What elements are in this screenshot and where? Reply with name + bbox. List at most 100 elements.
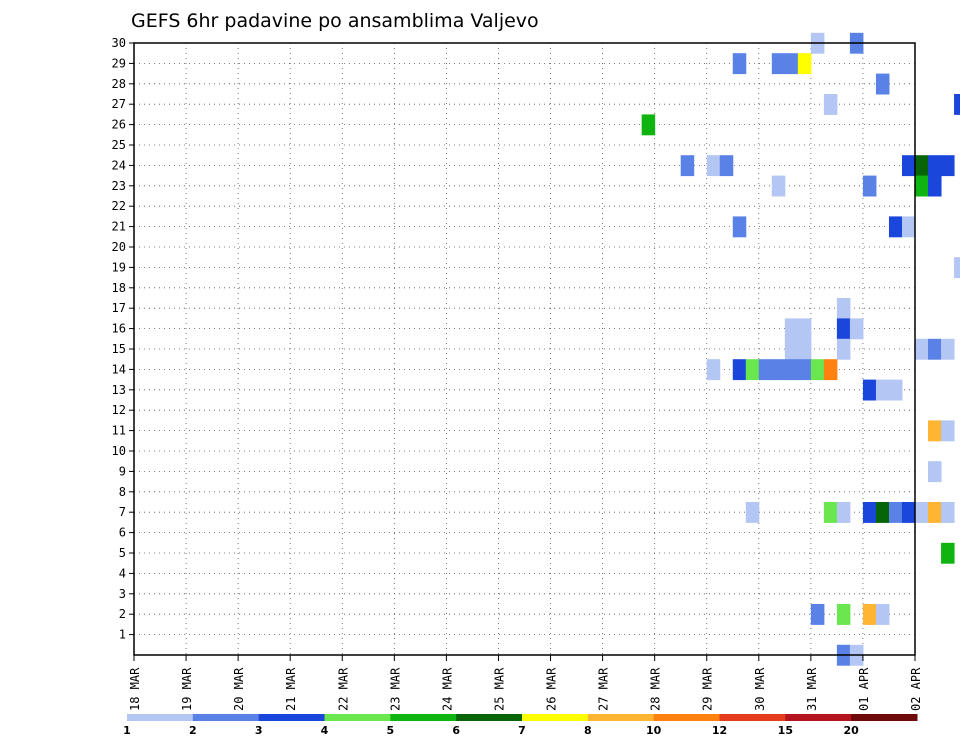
precip-cell <box>941 155 955 177</box>
colorbar-segment <box>851 714 918 721</box>
precip-cell <box>862 604 877 625</box>
y-tick-label: 15 <box>112 342 126 356</box>
precip-cell <box>836 338 851 360</box>
x-tick-label: 29 MAR <box>701 667 715 711</box>
precip-cell <box>732 53 747 75</box>
x-tick-label: 19 MAR <box>180 667 194 711</box>
precip-cell <box>941 420 955 442</box>
precip-cell <box>928 155 942 177</box>
y-tick-label: 29 <box>112 56 126 70</box>
colorbar-segment <box>390 714 457 721</box>
precip-cell <box>771 175 786 197</box>
precip-cell <box>797 318 812 340</box>
precip-cell <box>836 318 851 340</box>
colorbar-segment <box>587 714 655 721</box>
y-tick-label: 6 <box>119 526 126 540</box>
colorbar-label: 2 <box>189 724 197 737</box>
colorbar-label: 7 <box>518 724 526 737</box>
x-tick-label: 28 MAR <box>649 667 663 711</box>
colorbar-segment <box>258 714 325 721</box>
precip-cell <box>915 155 929 177</box>
precip-cell <box>784 338 799 360</box>
x-tick-label: 25 MAR <box>492 667 506 711</box>
precip-cell <box>810 359 825 381</box>
y-tick-label: 18 <box>112 281 126 295</box>
precip-cell <box>732 359 747 381</box>
colorbar-segment <box>719 714 786 721</box>
y-tick-label: 11 <box>112 424 126 438</box>
colorbar-segment <box>522 714 589 721</box>
colorbar-label: 12 <box>712 724 727 737</box>
x-tick-label: 26 MAR <box>545 667 559 711</box>
precip-cell <box>875 502 890 523</box>
x-axis: 18 MAR 19 MAR 20 MAR 21 MAR 22 MAR 23 MAR 24 M… <box>128 655 923 711</box>
precip-cell <box>888 502 903 523</box>
precip-cell <box>888 216 903 238</box>
precip-cell <box>706 359 721 381</box>
colorbar-segment <box>324 714 391 721</box>
y-tick-label: 23 <box>112 179 126 193</box>
precip-cell <box>719 155 734 177</box>
y-tick-label: 19 <box>112 260 126 274</box>
colorbar-segment <box>785 714 852 721</box>
colorbar-segment <box>192 714 260 721</box>
precip-cell <box>915 338 929 360</box>
y-axis: 1234567891011121314151617181920212223242… <box>112 36 134 642</box>
y-tick-label: 21 <box>112 220 126 234</box>
precip-cell <box>823 94 838 115</box>
x-tick-label: 30 MAR <box>753 667 767 711</box>
y-tick-label: 8 <box>119 485 126 499</box>
y-tick-label: 28 <box>112 77 126 91</box>
precip-cell <box>641 114 656 136</box>
precip-cell <box>836 604 851 625</box>
y-tick-label: 10 <box>112 444 126 458</box>
precip-cell <box>901 155 916 177</box>
precip-cell <box>758 359 773 381</box>
x-tick-label: 24 MAR <box>440 667 454 711</box>
precip-cell <box>810 604 825 625</box>
precip-cell <box>836 502 851 523</box>
x-tick-label: 02 APR <box>909 667 923 711</box>
x-tick-label: 21 MAR <box>284 667 298 711</box>
x-tick-label: 31 MAR <box>805 667 819 711</box>
colorbar-label: 5 <box>387 724 395 737</box>
x-tick-label: 27 MAR <box>597 667 611 711</box>
precip-cell <box>836 298 851 319</box>
precip-cell <box>875 73 890 95</box>
chart-title: GEFS 6hr padavine po ansamblima Valjevo <box>131 10 539 32</box>
y-tick-label: 12 <box>112 403 126 417</box>
precip-cell <box>862 175 877 197</box>
y-tick-label: 27 <box>112 97 126 111</box>
colorbar-label: 4 <box>321 724 329 737</box>
precip-cell <box>823 359 838 381</box>
colorbar-label: 15 <box>778 724 793 737</box>
precip-cell <box>823 502 838 523</box>
y-tick-label: 7 <box>119 505 126 519</box>
precip-cell <box>745 359 760 381</box>
precip-cell <box>901 502 916 523</box>
precip-cell <box>954 94 960 115</box>
precip-cell <box>928 175 942 197</box>
y-tick-label: 25 <box>112 138 126 152</box>
colorbar-label: 10 <box>646 724 662 737</box>
precip-cell <box>797 338 812 360</box>
x-tick-label: 23 MAR <box>388 667 402 711</box>
y-tick-label: 20 <box>112 240 126 254</box>
colorbar-label: 1 <box>123 724 131 737</box>
precip-cell <box>797 359 812 381</box>
precip-cell <box>706 155 721 177</box>
precip-cell <box>954 257 960 279</box>
precip-cell <box>941 338 955 360</box>
colorbar-label: 8 <box>584 724 592 737</box>
y-tick-label: 26 <box>112 118 126 132</box>
colorbar-label: 6 <box>452 724 460 737</box>
precip-cell <box>875 379 890 401</box>
y-tick-label: 2 <box>119 607 126 621</box>
precip-cell <box>849 318 864 340</box>
precipitation-cells <box>641 32 960 666</box>
y-tick-label: 22 <box>112 199 126 213</box>
precip-cell <box>771 53 786 75</box>
y-tick-label: 30 <box>112 36 126 50</box>
precip-cell <box>797 53 812 75</box>
